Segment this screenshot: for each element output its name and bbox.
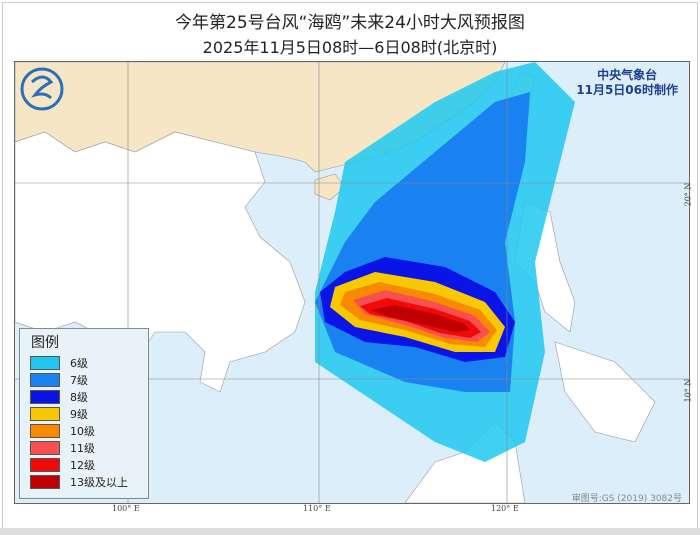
legend-swatch (30, 458, 60, 472)
lon-tick: 110° E (303, 504, 331, 513)
legend-item: 6级 (30, 356, 88, 370)
legend-item: 13级及以上 (30, 475, 128, 489)
legend-item: 12级 (30, 458, 95, 472)
map-title: 今年第25号台风“海鸥”未来24小时大风预报图 (175, 13, 525, 33)
wind-zone-13 (370, 305, 470, 332)
legend-title: 图例 (31, 335, 59, 351)
wind-zones (315, 62, 575, 462)
legend-label: 7级 (70, 374, 88, 387)
wind-forecast-map (14, 61, 690, 504)
lat-tick: 20° N (683, 182, 693, 207)
legend-item: 8级 (30, 390, 88, 404)
legend-label: 9级 (70, 408, 88, 421)
legend-label: 6级 (70, 357, 88, 370)
legend-item: 11级 (30, 441, 95, 455)
agency-name: 中央气象台 (597, 68, 658, 82)
legend-item: 7级 (30, 373, 88, 387)
legend-label: 13级及以上 (70, 476, 128, 489)
lon-tick: 120° E (491, 504, 519, 513)
legend-label: 11级 (70, 442, 95, 455)
hainan-island (314, 173, 346, 201)
map-approval-number: 审图号:GS (2019) 3082号 (571, 494, 682, 504)
legend-swatch (30, 424, 60, 438)
legend-swatch (30, 356, 60, 370)
legend-item: 9级 (30, 407, 88, 421)
legend-swatch (30, 407, 60, 421)
legend: 图例 6级 7级 8级 9级 10级 11级 12级 13级及以上 (19, 328, 149, 499)
legend-item: 10级 (30, 424, 95, 438)
legend-swatch (30, 373, 60, 387)
lon-tick: 100° E (112, 504, 140, 513)
legend-swatch (30, 441, 60, 455)
cma-logo (20, 67, 64, 111)
legend-swatch (30, 390, 60, 404)
lat-tick: 10° N (683, 378, 693, 403)
legend-swatch (30, 475, 60, 489)
legend-label: 8级 (70, 391, 88, 404)
issued-time: 11月5日06时制作 (576, 83, 678, 97)
map-subtitle: 2025年11月5日08时—6日08时(北京时) (202, 38, 498, 57)
agency-label: 中央气象台 11月5日06时制作 (576, 68, 678, 98)
bottom-bar (0, 528, 700, 535)
legend-label: 12级 (70, 459, 95, 472)
legend-label: 10级 (70, 425, 95, 438)
